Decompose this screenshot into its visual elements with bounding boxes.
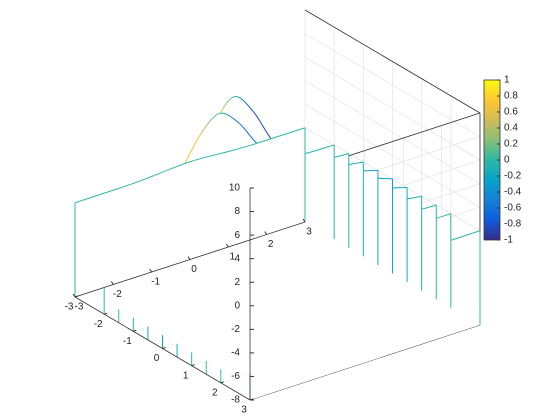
colorbar-tick-label: 1	[504, 75, 510, 86]
z-tick-label: -2	[231, 324, 240, 335]
tick-mark	[187, 256, 191, 260]
x-tick-label: 2	[268, 239, 274, 250]
tick-mark	[110, 281, 114, 285]
tick-mark	[72, 293, 76, 298]
y-tick-label: 1	[183, 370, 189, 381]
x-tick-label: 3	[306, 227, 312, 238]
z-tick-label: 6	[234, 230, 240, 241]
z-tick-label: 8	[234, 206, 240, 217]
y-tick-label: -1	[123, 336, 132, 347]
y-tick-label: 3	[241, 405, 247, 416]
tick-mark	[220, 381, 224, 384]
y-tick-label: -2	[94, 319, 103, 330]
tick-mark	[133, 329, 137, 332]
tick-mark	[225, 243, 229, 248]
tick-mark	[249, 398, 254, 401]
x-tick-label: -3	[75, 302, 84, 313]
x-tick-label: -2	[113, 289, 122, 300]
tick-mark	[302, 218, 306, 223]
tick-mark	[149, 268, 153, 273]
tick-mark	[74, 295, 79, 298]
z-tick-label: -8	[231, 395, 240, 406]
colorbar-tick-label: 0.2	[504, 139, 518, 150]
tick-mark	[264, 231, 268, 235]
colorbar-tick-label: 0.8	[504, 91, 518, 102]
colorbar-tick-label: -0.8	[504, 219, 522, 230]
colorbar-tick-label: -0.2	[504, 171, 522, 182]
z-tick-label: -4	[231, 348, 240, 359]
colorbar-tick-label: -0.6	[504, 203, 522, 214]
x-tick-label: -1	[151, 277, 160, 288]
colorbar-tick-label: 0.4	[504, 123, 518, 134]
colorbar-tick-label: -0.4	[504, 187, 522, 198]
z-tick-label: 4	[234, 253, 240, 264]
y-tick-label: 2	[212, 387, 218, 398]
box-edge	[304, 9, 481, 114]
curtain	[75, 127, 305, 298]
y-tick-label: 0	[154, 353, 160, 364]
z-tick-label: 2	[234, 277, 240, 288]
colorbar-tick-label: -1	[504, 235, 513, 246]
colorbar-tick-label: 0	[504, 155, 510, 166]
tick-mark	[162, 347, 166, 349]
z-tick-label: 10	[229, 183, 241, 194]
x-tick-label: 1	[230, 252, 236, 263]
z-tick-label: 0	[234, 300, 240, 311]
colorbar-tick-label: 0.6	[504, 107, 518, 118]
tick-mark	[191, 364, 195, 367]
y-tick-label: -3	[65, 302, 74, 313]
waterfall-line	[74, 127, 306, 204]
x-tick-label: 0	[191, 264, 197, 275]
z-tick-label: -6	[231, 371, 240, 382]
tick-mark	[104, 312, 108, 315]
